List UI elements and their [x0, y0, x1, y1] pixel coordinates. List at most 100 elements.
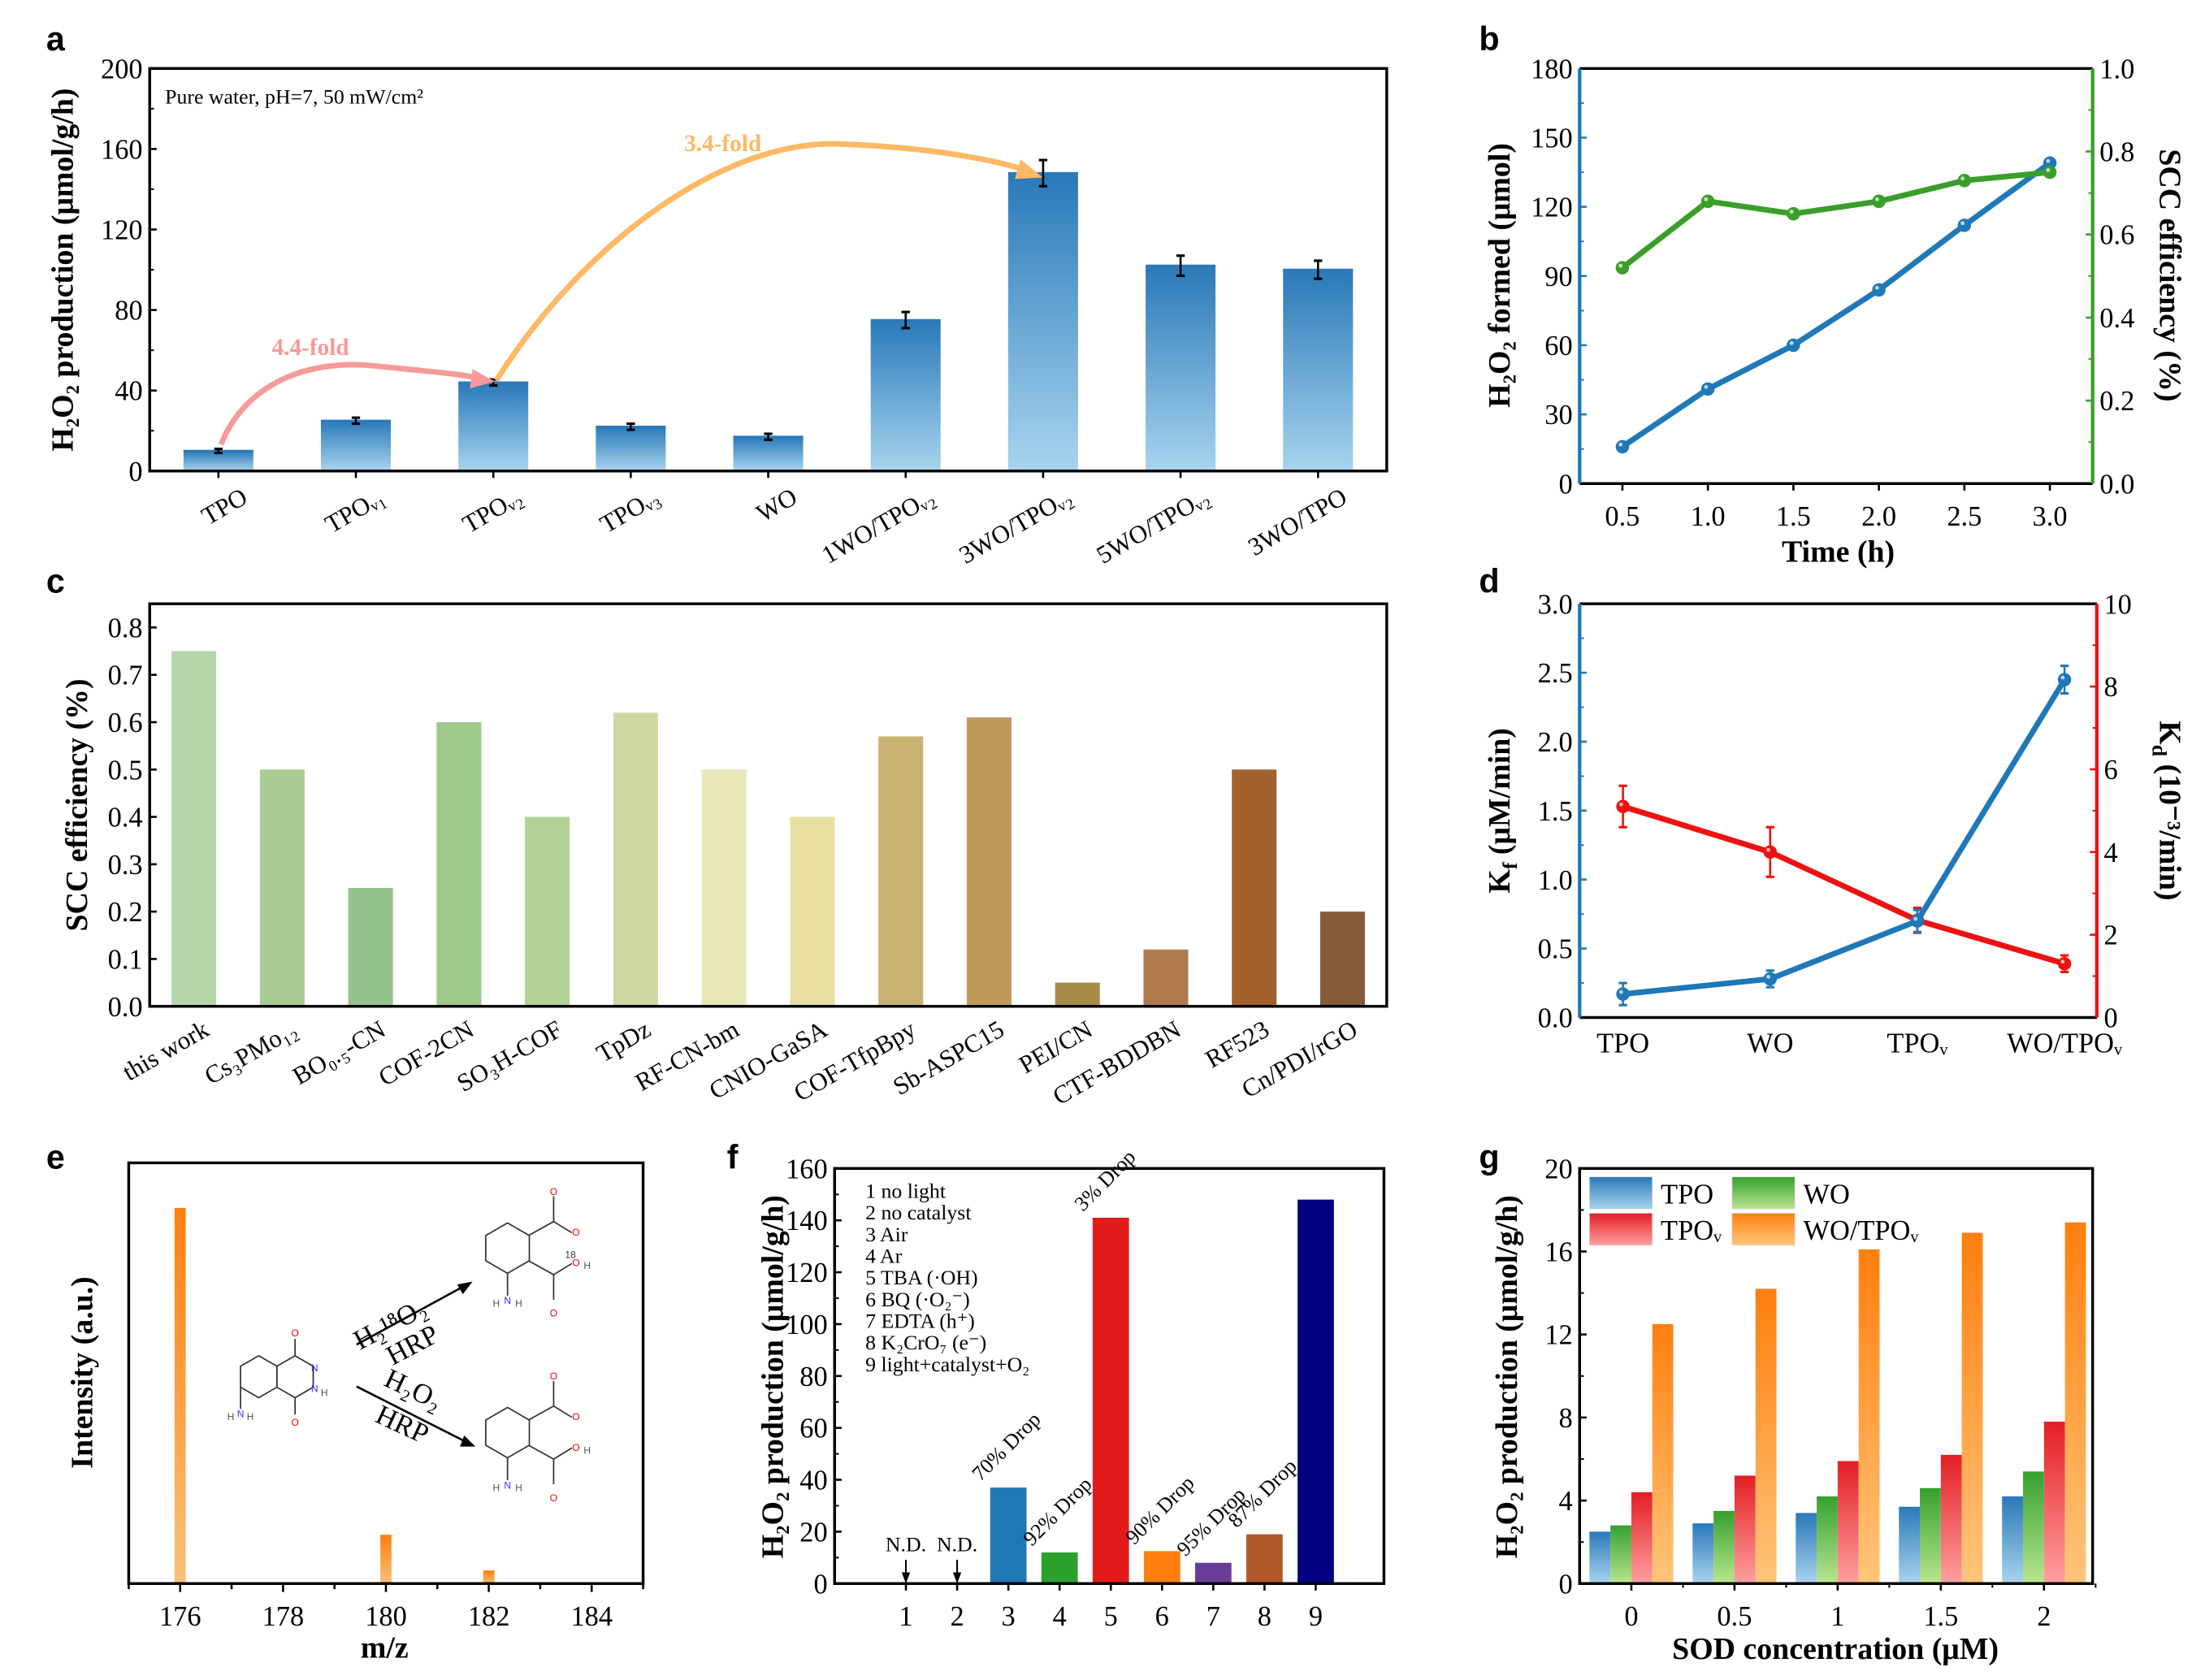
- atom-label: O: [550, 1370, 557, 1382]
- atom-label: H: [583, 1444, 591, 1456]
- panel-d-chart: 0.0 0.5 1.0 1.5 2.0 2.5 3.0 0 2 4 6 8 10 TPO WO TPOᵥ WO/…: [1483, 589, 2186, 1059]
- legend-entry: 8 K₂CrO₇ (e⁻): [865, 1331, 986, 1354]
- x-tick-label: 2.5: [1947, 501, 1982, 532]
- x-tick-label: BO₀.₅-CN: [288, 1015, 390, 1090]
- y-tick-label: 100: [786, 1310, 828, 1340]
- data-point: [1957, 174, 1972, 188]
- data-point: [1872, 283, 1886, 297]
- drop-label: 70% Drop: [967, 1407, 1045, 1485]
- point-highlight: [1789, 340, 1794, 345]
- bar: [183, 451, 253, 471]
- bar: [525, 816, 570, 1007]
- x-tick-label: 5WO/TPOᵥ₂: [1092, 482, 1215, 569]
- y-tick-label: 0.7: [108, 660, 143, 691]
- x-tick-label: 178: [262, 1601, 305, 1632]
- atom-label: H: [321, 1388, 328, 1399]
- bar: [1297, 1199, 1334, 1584]
- plot-frame: [1578, 1167, 2095, 1586]
- y-tick-label: 120: [786, 1258, 828, 1288]
- y-axis-label-right: SCC efficiency (%): [2152, 149, 2186, 401]
- series-line-left: [1620, 160, 2052, 449]
- data-point: [1700, 194, 1715, 209]
- bar: [348, 888, 393, 1007]
- data-point: [2057, 957, 2072, 971]
- x-tick-label: 3: [1002, 1601, 1016, 1632]
- y-axis-label: H₂O₂ production (μmol/g/h): [1490, 1195, 1524, 1558]
- data-point: [1910, 914, 1925, 928]
- bar: [870, 319, 941, 471]
- bar: [1143, 949, 1189, 1007]
- y-tick-label: 1.0: [2099, 54, 2134, 84]
- drop-label: 92% Drop: [1019, 1472, 1097, 1550]
- y-tick-label: 0.6: [108, 708, 143, 738]
- point-highlight: [1704, 197, 1709, 201]
- legend-entry: 5 TBA (·OH): [865, 1266, 978, 1289]
- atom-label: H: [515, 1483, 522, 1494]
- y-tick-label: 140: [786, 1206, 828, 1236]
- data-point: [1615, 261, 1630, 275]
- y-tick-label: 30: [1544, 400, 1572, 431]
- point-highlight: [1618, 989, 1623, 994]
- x-tick-label: 9: [1309, 1601, 1323, 1632]
- bar-0: [1796, 1513, 1817, 1584]
- bar: [1194, 1562, 1232, 1584]
- x-tick-label: 1: [1830, 1601, 1844, 1632]
- y-tick-label: 4: [1558, 1486, 1572, 1517]
- y-tick-label: 0.8: [108, 613, 143, 643]
- data-point: [2043, 165, 2057, 180]
- data-point: [1787, 338, 1800, 353]
- y-tick-label: 4: [2103, 838, 2117, 868]
- y-tick-label: 2: [2103, 920, 2117, 951]
- bar-0: [1899, 1506, 1921, 1584]
- label-main: K: [1483, 869, 1517, 894]
- point-highlight: [1618, 263, 1623, 268]
- fold-label: 4.4-fold: [272, 335, 349, 361]
- y-tick-label: 200: [101, 54, 143, 84]
- y-tick-label: 0.1: [108, 944, 143, 975]
- bonds: [506, 1196, 573, 1301]
- y-tick-label: 0.0: [2099, 469, 2134, 500]
- bar: [596, 426, 666, 471]
- point-highlight: [1874, 285, 1879, 290]
- point-highlight: [2060, 959, 2065, 964]
- atom-label: H: [247, 1411, 254, 1422]
- x-tick-label: TPOᵥ₁: [320, 482, 389, 538]
- atom-label: O: [572, 1258, 579, 1269]
- bar-2: [1837, 1461, 1859, 1584]
- y-tick-label: 0.6: [2099, 220, 2134, 251]
- arrowhead: [1015, 159, 1043, 180]
- plot-frame: [833, 1167, 1386, 1586]
- atom-label: O: [550, 1186, 557, 1197]
- bar: [458, 382, 529, 471]
- y-tick-label: 160: [101, 134, 143, 165]
- y-tick-label: 60: [799, 1414, 827, 1444]
- y-tick-label: 2.0: [1538, 727, 1573, 758]
- series-line-right: [1620, 169, 2051, 271]
- bar: [966, 717, 1012, 1007]
- arrowhead: [470, 369, 496, 389]
- bar-2: [1940, 1454, 1962, 1584]
- y-tick-label: 2.5: [1538, 658, 1573, 689]
- x-axis-label: m/z: [361, 1630, 409, 1665]
- x-tick-label: 0.5: [1717, 1601, 1752, 1632]
- luminol-ring: [240, 1354, 278, 1399]
- y-tick-label: 0: [1558, 1569, 1572, 1600]
- point-highlight: [1960, 176, 1965, 181]
- x-tick-label: 8: [1258, 1601, 1271, 1632]
- panel-g-chart: 0 4 8 12 16 20 0 0.5 1 1.5 2 TPO WO TPOᵥ WO/TPOᵥ SOD co…: [1490, 1154, 2097, 1666]
- bar-1: [1610, 1525, 1631, 1584]
- atom-label: 18: [565, 1249, 576, 1260]
- y-tick-label: 120: [1531, 193, 1573, 223]
- atom-label: O: [550, 1492, 557, 1504]
- bar: [878, 736, 924, 1007]
- legend-entry: 9 light+catalyst+O₂: [865, 1353, 1029, 1376]
- panel-letter-c: c: [46, 562, 65, 600]
- bar: [733, 436, 804, 471]
- x-tick-label: TPOᵥ: [1887, 1028, 1948, 1059]
- atom-label: N: [237, 1409, 245, 1420]
- x-tick-label: 2.0: [1861, 501, 1896, 532]
- y-tick-label: 80: [799, 1362, 827, 1392]
- y-tick-label: 0.2: [2099, 386, 2134, 417]
